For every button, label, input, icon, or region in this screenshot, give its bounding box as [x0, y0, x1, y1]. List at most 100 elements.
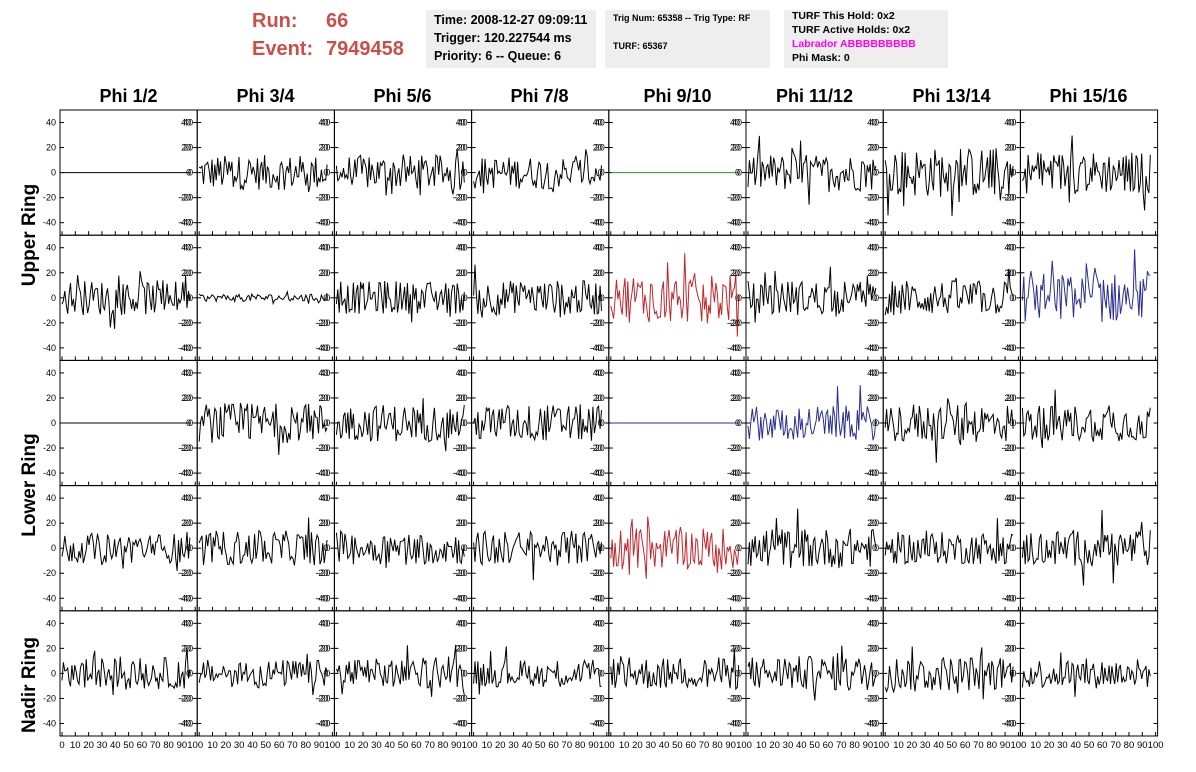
y-tick-label: 20 [732, 393, 742, 403]
y-tick-label: -40 [455, 343, 468, 353]
x-tick-label: 80 [300, 740, 311, 751]
panel-r4-c6: -40 -40 -20 -20 0 0 20 20 40 40 [729, 485, 884, 612]
x-tick-label: 30 [1057, 740, 1068, 751]
panel-r1-c6: -40 -40 -20 -20 0 0 20 20 40 40 [729, 109, 884, 236]
y-tick-label: 20 [46, 518, 56, 528]
waveform-trace [335, 149, 465, 196]
y-tick-label-right: -40 [1001, 468, 1014, 478]
y-tick-label-right: 0 [872, 418, 877, 428]
y-tick-label: 0 [874, 543, 879, 553]
y-tick-label-right: -20 [1001, 193, 1014, 203]
y-tick-label: 20 [320, 518, 330, 528]
waveform-trace [884, 398, 1014, 463]
panel-frame [745, 109, 884, 236]
x-tick-label: 100 [873, 740, 889, 751]
y-tick-label: -40 [1003, 218, 1016, 228]
x-tick-label: 40 [522, 740, 533, 751]
run-value: 66 [326, 10, 349, 32]
y-tick-label-right: 20 [456, 518, 466, 528]
x-tick-label: 60 [960, 740, 971, 751]
y-tick-label-right: -40 [315, 343, 328, 353]
y-tick-label-right: 40 [1004, 243, 1014, 253]
y-tick-label: -40 [866, 468, 879, 478]
y-tick-label-right: 40 [867, 368, 877, 378]
y-tick-label: 0 [600, 168, 605, 178]
x-tick-label: 10 [619, 740, 630, 751]
y-tick-label: -20 [1003, 193, 1016, 203]
y-tick-label: 20 [732, 518, 742, 528]
x-tick-label: 80 [986, 740, 997, 751]
y-tick-label-right: -40 [178, 468, 191, 478]
y-tick-label-right: -40 [864, 593, 877, 603]
x-tick-label: 70 [424, 740, 435, 751]
y-tick-label: 20 [1006, 143, 1016, 153]
y-tick-label: 20 [183, 393, 193, 403]
panel-r3-c3: -40 -40 -20 -20 0 0 20 20 40 40 [317, 359, 473, 487]
y-tick-label-right: 40 [867, 618, 877, 628]
y-tick-label-right: 40 [318, 493, 328, 503]
y-tick-label-right: 20 [1004, 643, 1014, 653]
y-tick-label-right: -20 [1001, 693, 1014, 703]
waveform-trace [473, 264, 602, 318]
y-tick-label-right: 20 [456, 268, 466, 278]
y-tick-label-right: 40 [593, 368, 603, 378]
y-tick-label-right: 20 [593, 143, 603, 153]
y-tick-label: 0 [1011, 418, 1016, 428]
x-tick-label: 70 [836, 740, 847, 751]
x-tick-label: 60 [274, 740, 285, 751]
y-tick-label: -40 [866, 593, 879, 603]
waveform-trace [198, 155, 328, 193]
x-tick-label: 50 [535, 740, 546, 751]
y-tick-label: -20 [866, 443, 879, 453]
y-tick-label: -40 [729, 468, 742, 478]
waveform-trace [198, 653, 328, 696]
y-tick-label: 0 [463, 543, 468, 553]
y-tick-label: 20 [595, 518, 605, 528]
y-tick-label: 40 [869, 118, 879, 128]
panel-frame [745, 485, 884, 612]
y-tick-label: 40 [46, 118, 56, 128]
y-tick-label-right: 40 [456, 118, 466, 128]
y-tick-label: -40 [43, 218, 56, 228]
y-tick-label-right: 20 [867, 143, 877, 153]
trig-num-text: Trig Num: 65358 -- Trig Type: RF [613, 13, 751, 23]
y-tick-label: 0 [51, 293, 56, 303]
y-tick-label: 20 [869, 143, 879, 153]
y-tick-label: 0 [874, 293, 879, 303]
waveform-trace [335, 644, 465, 697]
y-tick-label: 0 [737, 668, 742, 678]
y-tick-label: -20 [455, 318, 468, 328]
y-tick-label: 40 [183, 368, 193, 378]
y-tick-label-right: 40 [730, 243, 740, 253]
y-tick-label-right: -20 [1001, 568, 1014, 578]
y-tick-label: 0 [874, 418, 879, 428]
waveform-trace [198, 517, 328, 567]
x-tick-label: 40 [384, 740, 395, 751]
y-tick-label: 0 [188, 418, 193, 428]
y-tick-label-right: 40 [318, 618, 328, 628]
y-tick-label-right: 40 [593, 118, 603, 128]
panel-r1-c5: -40 -40 -20 -20 0 0 20 20 40 40 [592, 109, 747, 236]
panel-r1-c2: -40 -40 -20 -20 0 0 20 20 40 40 [180, 109, 335, 236]
y-tick-label-right: 40 [1004, 118, 1014, 128]
panel-frame [59, 610, 198, 737]
waveform-trace [61, 647, 191, 696]
y-tick-label: 0 [325, 668, 330, 678]
y-tick-label: -40 [43, 718, 56, 728]
y-tick-label-right: 40 [730, 493, 740, 503]
y-tick-label-right: -40 [453, 593, 466, 603]
y-tick-label: -40 [455, 468, 468, 478]
y-tick-label-right: 40 [1004, 493, 1014, 503]
y-tick-label: -20 [729, 318, 742, 328]
y-tick-label-right: -40 [1001, 593, 1014, 603]
y-tick-label: 20 [458, 518, 468, 528]
y-tick-label: -20 [43, 693, 56, 703]
panel-frame [882, 109, 1021, 236]
panel-frame [1019, 234, 1159, 361]
y-tick-label: 20 [458, 643, 468, 653]
y-tick-label: 20 [183, 143, 193, 153]
y-tick-label-right: 40 [1004, 368, 1014, 378]
event-label: Event: [252, 38, 314, 60]
x-tick-label: 20 [221, 740, 232, 751]
